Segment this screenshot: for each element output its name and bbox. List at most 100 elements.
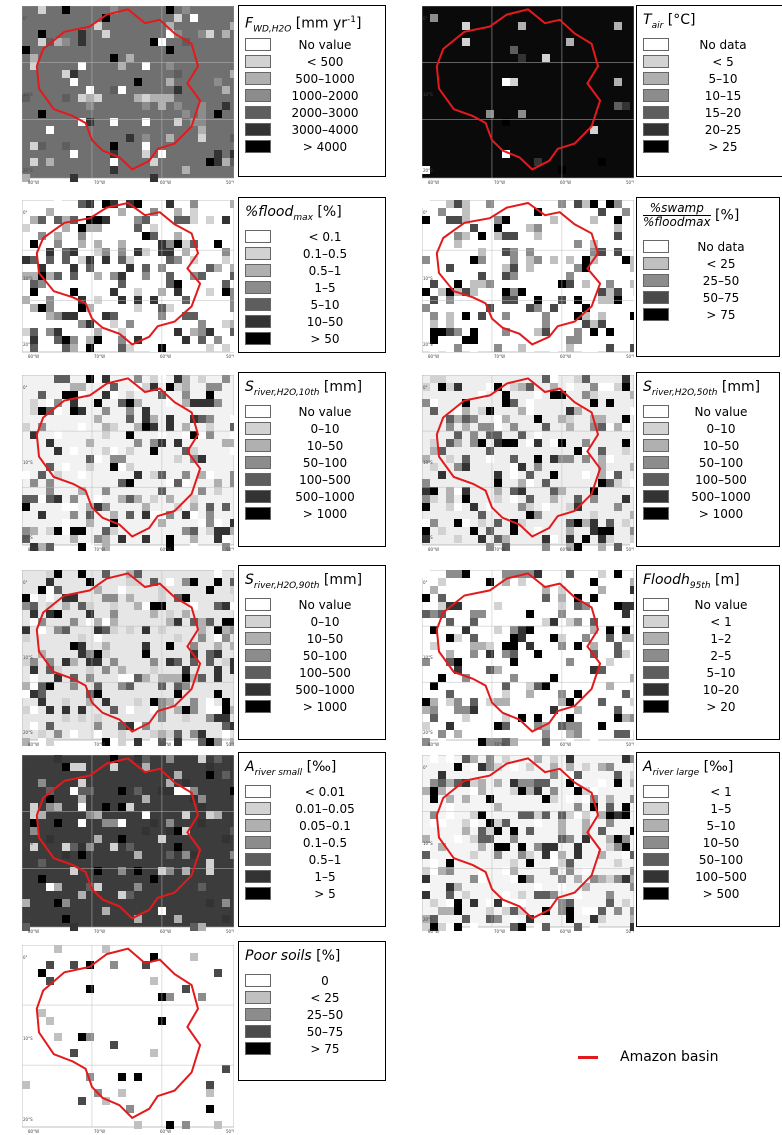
grid-cell bbox=[614, 859, 622, 867]
grid-cell bbox=[70, 594, 78, 602]
grid-cell bbox=[46, 479, 54, 487]
grid-cell bbox=[438, 787, 446, 795]
grid-cell bbox=[214, 487, 222, 495]
grid-cell bbox=[38, 264, 46, 272]
legend-row: 0.5–1 bbox=[245, 262, 379, 279]
grid-cell bbox=[574, 851, 582, 859]
grid-cell bbox=[430, 495, 438, 503]
grid-cell bbox=[30, 811, 38, 819]
grid-cell bbox=[198, 328, 206, 336]
legend-swatch bbox=[245, 802, 271, 815]
grid-cell bbox=[38, 495, 46, 503]
grid-cell bbox=[38, 30, 46, 38]
grid-cell bbox=[430, 399, 438, 407]
grid-cell bbox=[230, 851, 234, 859]
grid-cell bbox=[230, 578, 234, 586]
grid-cell bbox=[542, 479, 550, 487]
grid-cell bbox=[190, 312, 198, 320]
grid-cell bbox=[54, 407, 62, 415]
grid-cell bbox=[54, 626, 62, 634]
grid-cell bbox=[134, 1121, 142, 1129]
legend-row: 5–10 bbox=[643, 817, 773, 834]
grid-cell bbox=[510, 779, 518, 787]
grid-cell bbox=[222, 626, 230, 634]
grid-cell bbox=[478, 280, 486, 288]
grid-cell bbox=[46, 328, 54, 336]
grid-cell bbox=[598, 312, 606, 320]
grid-cell bbox=[550, 859, 558, 867]
grid-cell bbox=[574, 296, 582, 304]
grid-cell bbox=[54, 899, 62, 907]
grid-cell bbox=[102, 487, 110, 495]
grid-cell bbox=[478, 779, 486, 787]
grid-cell bbox=[126, 495, 134, 503]
lon-tick-label: 70°W bbox=[94, 354, 105, 359]
map-s50: 80°W70°W60°W50°W0°10°S20°S bbox=[422, 375, 634, 553]
grid-cell bbox=[230, 471, 234, 479]
grid-cell bbox=[598, 455, 606, 463]
grid-cell bbox=[470, 288, 478, 296]
grid-cell bbox=[70, 503, 78, 511]
grid-cell bbox=[118, 216, 126, 224]
grid-cell bbox=[102, 738, 110, 746]
grid-cell bbox=[630, 535, 634, 543]
grid-cell bbox=[142, 134, 150, 142]
grid-cell bbox=[38, 38, 46, 46]
grid-cell bbox=[470, 248, 478, 256]
grid-cell bbox=[454, 344, 462, 352]
grid-cell bbox=[118, 280, 126, 288]
grid-cell bbox=[214, 264, 222, 272]
grid-cell bbox=[518, 22, 526, 30]
grid-cell bbox=[198, 471, 206, 479]
grid-cell bbox=[206, 391, 214, 399]
grid-cell bbox=[582, 787, 590, 795]
grid-cell bbox=[462, 487, 470, 495]
grid-cell bbox=[542, 730, 550, 738]
grid-cell bbox=[454, 272, 462, 280]
grid-cell bbox=[70, 248, 78, 256]
legend-row: 10–50 bbox=[245, 437, 379, 454]
grid-cell bbox=[206, 519, 214, 527]
grid-cell bbox=[486, 698, 494, 706]
grid-cell bbox=[30, 803, 38, 811]
grid-cell bbox=[446, 288, 454, 296]
grid-cell bbox=[590, 907, 598, 915]
grid-cell bbox=[422, 843, 430, 851]
legend-swatch bbox=[245, 422, 271, 435]
grid-cell bbox=[118, 463, 126, 471]
legend-label: 25–50 bbox=[306, 1007, 344, 1022]
grid-cell bbox=[446, 328, 454, 336]
grid-cell bbox=[166, 819, 174, 827]
grid-cell bbox=[198, 819, 206, 827]
legend-label: < 500 bbox=[306, 54, 344, 69]
grid-cell bbox=[494, 383, 502, 391]
grid-cell bbox=[534, 674, 542, 682]
grid-cell bbox=[86, 102, 94, 110]
grid-cell bbox=[30, 543, 38, 551]
legend-flood: %floodmax [%] < 0.1 0.1–0.5 0.5–1 1–5 5–10 10–… bbox=[238, 197, 386, 353]
grid-cell bbox=[174, 674, 182, 682]
grid-cell bbox=[446, 423, 454, 431]
grid-cell bbox=[222, 602, 230, 610]
legend-swatch bbox=[643, 615, 669, 628]
legend-label: 2000–3000 bbox=[291, 105, 359, 120]
grid-cell bbox=[62, 216, 70, 224]
grid-cell bbox=[110, 6, 118, 14]
grid-cell bbox=[526, 859, 534, 867]
grid-cell bbox=[166, 280, 174, 288]
grid-cell bbox=[574, 407, 582, 415]
grid-cell bbox=[142, 383, 150, 391]
grid-cell bbox=[22, 1081, 30, 1089]
grid-cell bbox=[78, 795, 86, 803]
grid-cell bbox=[574, 779, 582, 787]
grid-cell bbox=[494, 698, 502, 706]
grid-cell bbox=[630, 280, 634, 288]
grid-cell bbox=[478, 827, 486, 835]
grid-cell bbox=[150, 819, 158, 827]
grid-cell bbox=[230, 288, 234, 296]
grid-cell bbox=[206, 431, 214, 439]
grid-cell bbox=[622, 208, 630, 216]
grid-cell bbox=[166, 240, 174, 248]
grid-cell bbox=[86, 985, 94, 993]
grid-cell bbox=[422, 610, 430, 618]
